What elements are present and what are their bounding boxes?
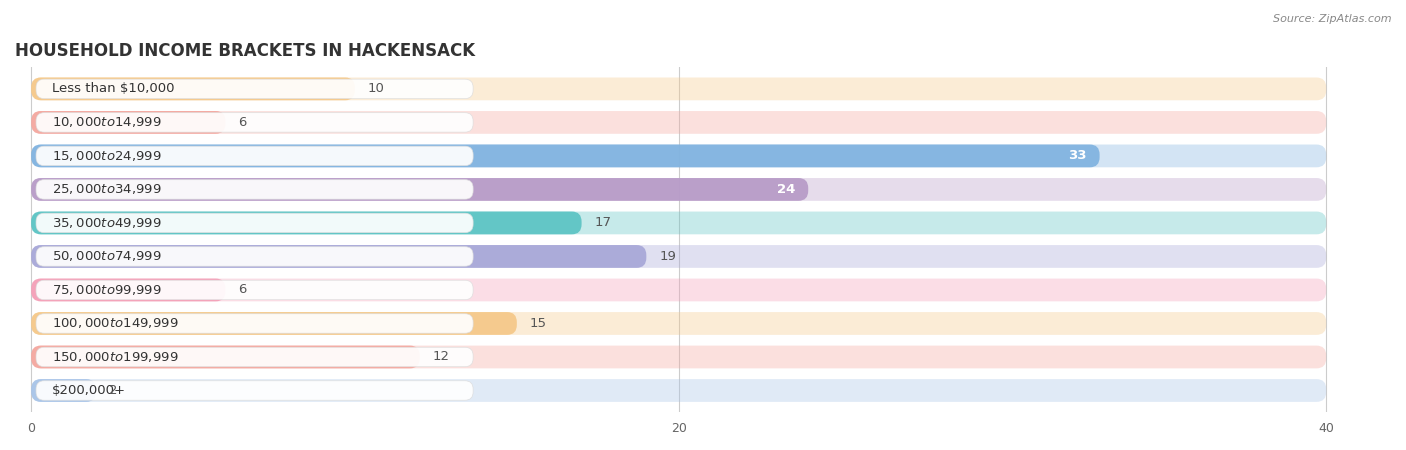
Text: Source: ZipAtlas.com: Source: ZipAtlas.com <box>1274 14 1392 23</box>
FancyBboxPatch shape <box>37 79 474 99</box>
FancyBboxPatch shape <box>31 212 582 234</box>
Text: 33: 33 <box>1069 149 1087 162</box>
FancyBboxPatch shape <box>37 146 474 166</box>
Text: $35,000 to $49,999: $35,000 to $49,999 <box>52 216 162 230</box>
FancyBboxPatch shape <box>37 347 474 367</box>
FancyBboxPatch shape <box>31 279 225 302</box>
Text: 2: 2 <box>108 384 117 397</box>
Text: 17: 17 <box>595 216 612 230</box>
FancyBboxPatch shape <box>31 379 96 402</box>
Text: 24: 24 <box>778 183 796 196</box>
Text: $150,000 to $199,999: $150,000 to $199,999 <box>52 350 179 364</box>
Text: 6: 6 <box>239 116 247 129</box>
FancyBboxPatch shape <box>31 312 1326 335</box>
FancyBboxPatch shape <box>31 312 517 335</box>
FancyBboxPatch shape <box>31 178 1326 201</box>
FancyBboxPatch shape <box>31 144 1099 167</box>
FancyBboxPatch shape <box>31 178 808 201</box>
FancyBboxPatch shape <box>31 77 354 100</box>
FancyBboxPatch shape <box>31 144 1326 167</box>
Text: 19: 19 <box>659 250 676 263</box>
Text: $75,000 to $99,999: $75,000 to $99,999 <box>52 283 162 297</box>
Text: $200,000+: $200,000+ <box>52 384 127 397</box>
Text: 15: 15 <box>530 317 547 330</box>
FancyBboxPatch shape <box>31 379 1326 402</box>
FancyBboxPatch shape <box>31 245 1326 268</box>
FancyBboxPatch shape <box>31 346 420 369</box>
Text: 6: 6 <box>239 284 247 297</box>
FancyBboxPatch shape <box>37 247 474 266</box>
Text: $50,000 to $74,999: $50,000 to $74,999 <box>52 249 162 263</box>
FancyBboxPatch shape <box>37 381 474 400</box>
FancyBboxPatch shape <box>31 212 1326 234</box>
Text: $15,000 to $24,999: $15,000 to $24,999 <box>52 149 162 163</box>
FancyBboxPatch shape <box>37 180 474 199</box>
Text: 12: 12 <box>433 351 450 364</box>
FancyBboxPatch shape <box>31 111 1326 134</box>
Text: 10: 10 <box>368 82 385 95</box>
FancyBboxPatch shape <box>37 314 474 333</box>
FancyBboxPatch shape <box>37 280 474 300</box>
Text: $25,000 to $34,999: $25,000 to $34,999 <box>52 182 162 197</box>
FancyBboxPatch shape <box>31 111 225 134</box>
FancyBboxPatch shape <box>31 245 647 268</box>
Text: HOUSEHOLD INCOME BRACKETS IN HACKENSACK: HOUSEHOLD INCOME BRACKETS IN HACKENSACK <box>15 42 475 60</box>
FancyBboxPatch shape <box>37 213 474 233</box>
FancyBboxPatch shape <box>31 77 1326 100</box>
Text: $100,000 to $149,999: $100,000 to $149,999 <box>52 316 179 330</box>
FancyBboxPatch shape <box>31 346 1326 369</box>
Text: Less than $10,000: Less than $10,000 <box>52 82 174 95</box>
FancyBboxPatch shape <box>37 112 474 132</box>
Text: $10,000 to $14,999: $10,000 to $14,999 <box>52 115 162 130</box>
FancyBboxPatch shape <box>31 279 1326 302</box>
